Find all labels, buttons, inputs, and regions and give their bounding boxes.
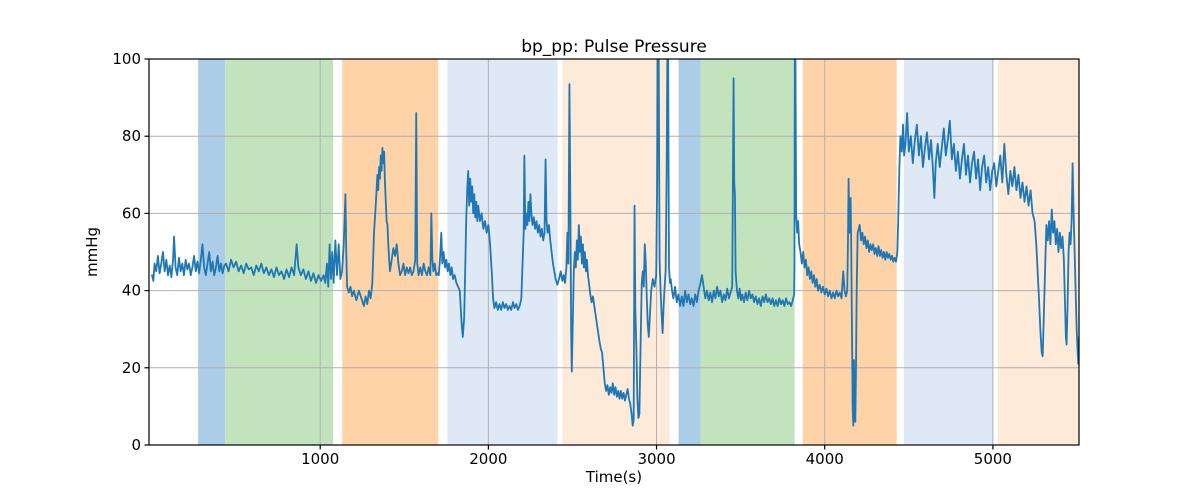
phase-band-pale-blue [447, 59, 558, 445]
phase-band-orange [802, 59, 897, 445]
tick-labels: 1000 2000 3000 4000 5000 0 20 40 60 80 100 [112, 50, 1012, 468]
y-axis-label: mmHg [83, 227, 101, 277]
tick-marks [144, 58, 994, 450]
series-line-bp_pp [151, 59, 1079, 427]
y-tick-label: 40 [122, 282, 141, 300]
phase-band-orange [342, 59, 439, 445]
x-tick-label: 1000 [301, 450, 339, 468]
x-axis-label: Time(s) [585, 468, 642, 486]
y-tick-label: 100 [112, 50, 141, 68]
x-tick-label: 3000 [637, 450, 675, 468]
x-tick-label: 4000 [806, 450, 844, 468]
phase-band-blue [678, 59, 701, 445]
y-tick-label: 20 [122, 359, 141, 377]
phase-band-pale-orange [997, 59, 1079, 445]
x-tick-label: 5000 [974, 450, 1012, 468]
y-tick-label: 0 [131, 436, 141, 454]
x-tick-label: 2000 [469, 450, 507, 468]
y-tick-label: 60 [122, 204, 141, 222]
y-tick-label: 80 [122, 127, 141, 145]
grid-lines [149, 59, 1079, 445]
phase-band-green [225, 59, 334, 445]
phase-band-green [700, 59, 795, 445]
data-series [151, 59, 1079, 427]
chart-title: bp_pp: Pulse Pressure [521, 37, 707, 57]
axes-spines [148, 58, 1080, 446]
phase-band-pale-blue [903, 59, 993, 445]
